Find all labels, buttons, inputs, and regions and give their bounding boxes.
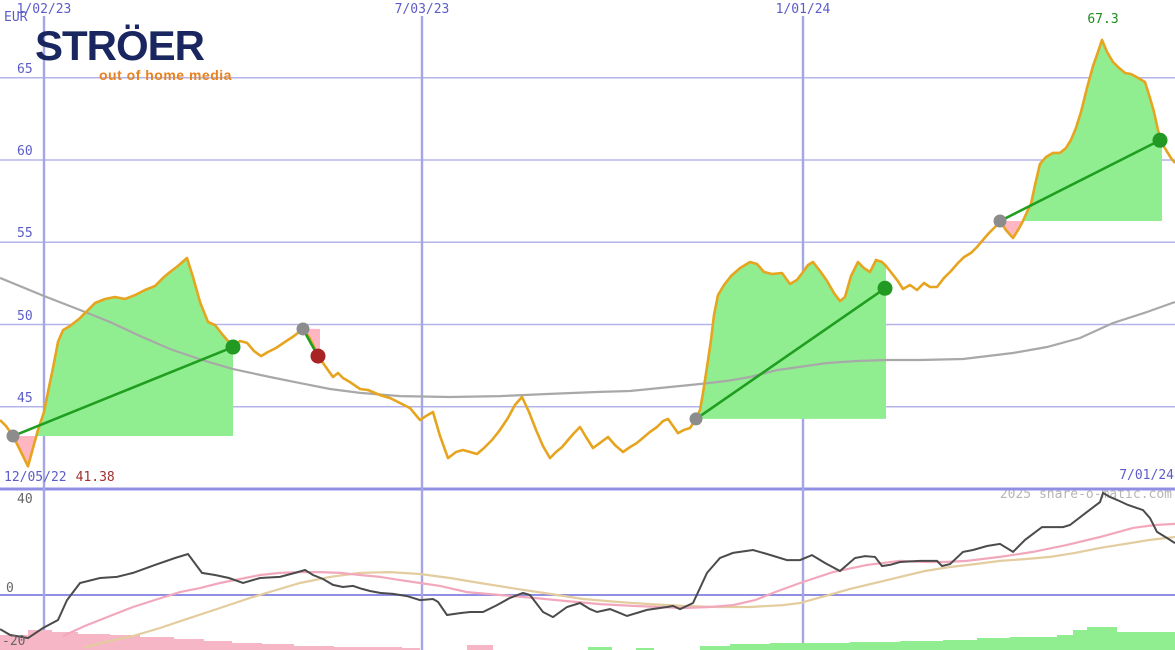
- low-date: 12/05/22: [4, 470, 67, 485]
- trade-loss-area: [1000, 221, 1023, 238]
- volume-bar-down: [294, 646, 334, 650]
- volume-bar-down: [52, 632, 78, 650]
- volume-bar-up: [588, 647, 612, 650]
- volume-bar-up: [1117, 632, 1175, 650]
- volume-bar-down: [28, 630, 52, 650]
- entry-dot: [6, 429, 20, 443]
- volume-bar-up: [943, 640, 977, 650]
- share-price-line: [0, 38, 1175, 468]
- volume-bar-up: [770, 643, 800, 650]
- volume-bar-down: [402, 648, 420, 650]
- y-tick-label: 45: [17, 390, 33, 406]
- volume-bar-up: [1087, 627, 1117, 650]
- sma-line: [0, 276, 1175, 399]
- trend-line: [695, 287, 886, 420]
- volume-bar-down: [140, 637, 174, 650]
- y-tick-label: 60: [17, 144, 33, 159]
- exit-dot-win: [1152, 132, 1168, 148]
- trade-loss-area: [303, 328, 320, 359]
- x-date-label: 7/03/23: [394, 2, 450, 17]
- volume-bar-down: [334, 647, 374, 650]
- y-tick-label: 50: [17, 308, 33, 324]
- signal-line-pink: [62, 522, 1175, 637]
- x-date-label: 1/01/24: [775, 2, 831, 17]
- volume-bar-up: [1057, 635, 1073, 650]
- exit-dot-win: [225, 339, 241, 355]
- volume-bar-up: [800, 643, 850, 650]
- volume-bar-down: [0, 635, 28, 650]
- volume-bar-down: [232, 643, 262, 650]
- volume-bar-up: [900, 641, 943, 650]
- logo-tagline: out of home media: [99, 67, 232, 83]
- volume-bar-up: [636, 648, 654, 650]
- volume-bar-up: [730, 644, 770, 650]
- signal-line-beige: [82, 535, 1175, 650]
- volume-bar-up: [1073, 630, 1087, 650]
- exit-dot-loss: [310, 348, 326, 364]
- momentum-line: [0, 491, 1175, 640]
- entry-dot: [993, 214, 1007, 228]
- lower-y-tick-label: -20: [2, 634, 26, 650]
- x-axis-end-date: 7/01/24: [1119, 468, 1174, 483]
- low-value: 41.38: [75, 470, 115, 485]
- lower-y-tick-label: 0: [6, 581, 14, 596]
- volume-bar-down: [467, 645, 493, 650]
- trade-profit-area: [1022, 39, 1162, 222]
- y-tick-label-40: 40: [17, 492, 33, 507]
- x-date-label: 1/02/23: [16, 2, 72, 17]
- volume-bar-down: [204, 641, 232, 650]
- volume-bar-down: [262, 644, 294, 650]
- volume-bar-up: [977, 638, 1010, 650]
- y-tick-label: 65: [17, 61, 33, 77]
- volume-bar-up: [850, 642, 900, 650]
- stroeer-logo: STRÖER: [35, 22, 205, 69]
- volume-bar-down: [374, 647, 402, 650]
- trade-loss-area: [13, 436, 37, 467]
- currency-label: EUR: [4, 10, 28, 25]
- volume-bar-up: [1010, 637, 1057, 650]
- entry-dot: [689, 412, 703, 426]
- period-low-label: 12/05/22 41.38: [4, 470, 115, 485]
- y-tick-label: 55: [17, 226, 33, 242]
- volume-bar-up: [700, 646, 730, 650]
- trend-line: [12, 345, 234, 438]
- exit-dot-win: [877, 280, 893, 296]
- trade-profit-area: [36, 258, 233, 436]
- volume-bar-down: [174, 639, 204, 650]
- volume-bar-down: [78, 634, 110, 650]
- period-high-label: 67.3: [1087, 12, 1119, 27]
- trend-line: [999, 139, 1161, 223]
- entry-dot: [296, 322, 310, 336]
